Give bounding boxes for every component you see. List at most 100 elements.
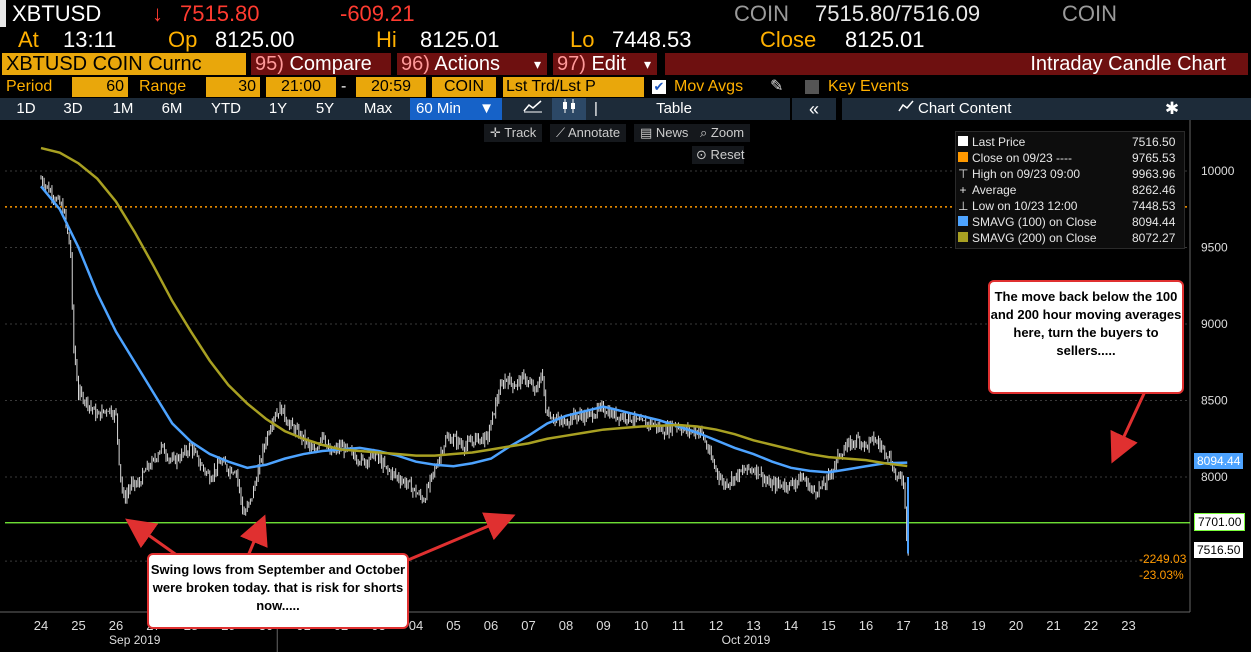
actions-label: Actions xyxy=(434,53,500,75)
ticker: XBTUSD xyxy=(12,1,102,26)
chart-content-icon xyxy=(895,98,917,120)
security-field[interactable]: XBTUSD COIN Curnc xyxy=(2,53,246,75)
tab-max[interactable]: Max xyxy=(363,100,393,117)
x-tick-label: 24 xyxy=(34,618,48,633)
tab-ytd[interactable]: YTD xyxy=(211,100,241,117)
x-tick-label: 14 xyxy=(784,618,798,633)
callout-swing-lows: Swing lows from September and October we… xyxy=(147,553,409,629)
price-source-2: COIN xyxy=(1062,1,1117,26)
actions-chevron-down-icon: ▾ xyxy=(533,56,541,72)
tab-1d[interactable]: 1D xyxy=(16,100,36,117)
x-tick-label: 16 xyxy=(859,618,873,633)
track-button[interactable]: ✛ Track xyxy=(484,124,543,142)
range-label: Range xyxy=(139,78,187,95)
period-input[interactable]: 60 xyxy=(72,77,128,97)
reset-label: Reset xyxy=(710,147,745,162)
x-tick-label: 25 xyxy=(71,618,85,633)
source-input[interactable]: COIN xyxy=(432,77,496,97)
close-value: 8125.01 xyxy=(845,27,925,52)
actions-button[interactable]: 96) Actions ▾ xyxy=(397,53,547,75)
end-time-input[interactable]: 20:59 xyxy=(356,77,426,97)
header-marker xyxy=(0,0,6,27)
high-marker-icon: ⊤ xyxy=(958,167,969,181)
x-tick-label: 23 xyxy=(1121,618,1135,633)
actions-number: 96) xyxy=(401,53,430,75)
legend-label: High on 09/23 09:00 xyxy=(972,167,1081,181)
table-button[interactable]: Table xyxy=(656,100,692,117)
key-events-checkbox[interactable] xyxy=(805,80,819,94)
mov-avgs-label: Mov Avgs xyxy=(674,78,744,95)
legend-value: 8094.44 xyxy=(1132,215,1176,229)
x-tick-label: 22 xyxy=(1084,618,1098,633)
range-dash: - xyxy=(341,78,347,95)
open-value: 8125.00 xyxy=(215,27,295,52)
legend-row-high: ⊤ High on 09/23 09:00 9963.96 xyxy=(958,166,1175,182)
last-price-label: 7516.50 xyxy=(1194,542,1244,558)
news-button[interactable]: ▤ News xyxy=(634,124,695,142)
track-icon: ✛ xyxy=(490,125,505,140)
zoom-icon: ⌕ xyxy=(700,125,711,140)
low-marker-icon: ⊥ xyxy=(958,199,969,213)
reset-button[interactable]: ⊙ Reset xyxy=(692,146,744,164)
x-tick-label: 17 xyxy=(896,618,910,633)
x-tick-label: 07 xyxy=(521,618,535,633)
pencil-icon[interactable]: ✎ xyxy=(770,78,784,95)
annotation-arrow xyxy=(239,514,268,557)
month-label: Sep 2019 xyxy=(109,633,161,647)
chart-content-button[interactable]: Chart Content xyxy=(918,100,1012,117)
news-icon: ▤ xyxy=(640,125,656,140)
chart-title: Intraday Candle Chart xyxy=(1030,53,1226,75)
mov-avgs-checkbox[interactable]: ✔ xyxy=(652,79,666,94)
high-value: 8125.01 xyxy=(420,27,500,52)
legend-label: Low on 10/23 12:00 xyxy=(972,199,1078,213)
tab-6m[interactable]: 6M xyxy=(161,100,183,117)
y-tick-label: 9500 xyxy=(1201,241,1228,255)
collapse-icon[interactable]: « xyxy=(808,99,819,119)
legend-label: Close on 09/23 ---- xyxy=(972,151,1073,165)
zoom-label: Zoom xyxy=(710,125,745,140)
last-price: 7515.80 xyxy=(180,1,260,26)
at-label: At xyxy=(18,27,39,52)
tab-3d[interactable]: 3D xyxy=(63,100,83,117)
annotation-arrow xyxy=(407,512,516,562)
range-input[interactable]: 30 xyxy=(206,77,260,97)
x-tick-label: 12 xyxy=(709,618,723,633)
menu-bar: XBTUSD COIN Curnc 95) Compare 96) Action… xyxy=(0,52,1251,76)
high-label: Hi xyxy=(376,27,397,52)
annotate-icon: ⟋ xyxy=(556,125,568,140)
low-value: 7448.53 xyxy=(612,27,692,52)
compare-label: Compare xyxy=(289,53,372,75)
x-tick-label: 10 xyxy=(634,618,648,633)
tab-1m[interactable]: 1M xyxy=(112,100,134,117)
x-tick-label: 05 xyxy=(446,618,460,633)
zoom-button[interactable]: ⌕ Zoom xyxy=(694,124,751,142)
sma100-line xyxy=(40,185,908,474)
tab-60min-label: 60 Min xyxy=(416,100,462,117)
line-chart-icon[interactable] xyxy=(516,98,550,120)
gear-icon[interactable]: ✱ xyxy=(1164,99,1180,118)
field-dropdown[interactable]: Lst Trd/Lst P xyxy=(503,77,644,97)
tab-5y[interactable]: 5Y xyxy=(315,100,335,117)
edit-button[interactable]: 97) Edit ▾ xyxy=(553,53,657,75)
security-name: XBTUSD COIN Curnc xyxy=(6,53,202,75)
x-tick-label: 13 xyxy=(746,618,760,633)
y-tick-label: 8500 xyxy=(1201,394,1228,408)
start-time-input[interactable]: 21:00 xyxy=(266,77,336,97)
tab-1y[interactable]: 1Y xyxy=(268,100,288,117)
x-tick-label: 15 xyxy=(821,618,835,633)
legend-swatch xyxy=(958,232,968,242)
legend-row-close: Close on 09/23 ---- 9765.53 xyxy=(958,150,1175,166)
legend-label: Last Price xyxy=(972,135,1026,149)
x-tick-label: 06 xyxy=(484,618,498,633)
legend-value: 9765.53 xyxy=(1132,151,1176,165)
toolbar-divider: | xyxy=(594,100,598,117)
chart-title-bar: Intraday Candle Chart xyxy=(665,53,1248,75)
tab-60min[interactable]: 60 Min ▼ xyxy=(410,98,502,120)
annotate-button[interactable]: ⟋ Annotate xyxy=(550,124,627,142)
candle-chart-icon[interactable] xyxy=(552,98,586,120)
legend-swatch xyxy=(958,216,968,226)
callout-ma-break: The move back below the 100 and 200 hour… xyxy=(988,280,1184,394)
y-tick-label: 10000 xyxy=(1201,164,1235,178)
compare-button[interactable]: 95) Compare xyxy=(251,53,391,75)
x-tick-label: 19 xyxy=(971,618,985,633)
